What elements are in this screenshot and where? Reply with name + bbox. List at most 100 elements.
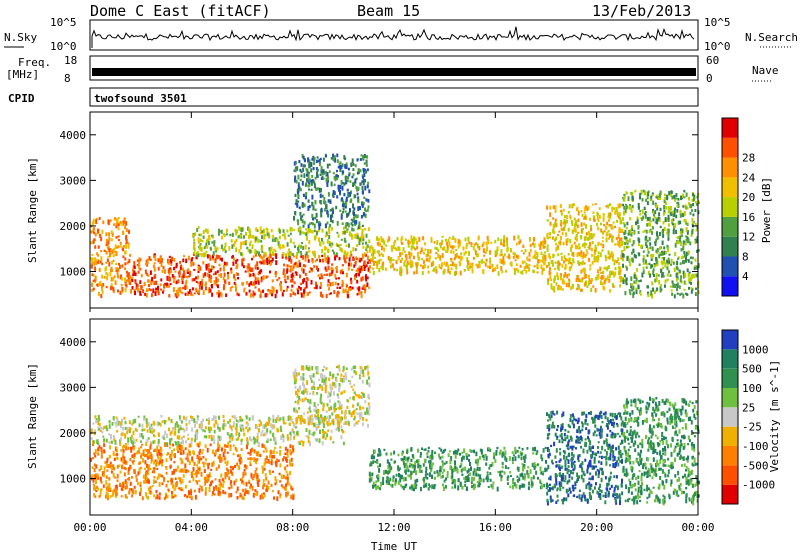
- data-cell: [94, 429, 97, 433]
- data-cell: [279, 493, 282, 496]
- data-cell: [639, 279, 642, 282]
- data-cell: [263, 494, 266, 498]
- data-cell: [230, 270, 233, 274]
- data-cell: [208, 474, 210, 478]
- data-cell: [160, 414, 163, 418]
- data-cell: [321, 259, 324, 263]
- data-cell: [259, 454, 262, 458]
- data-cell: [600, 228, 603, 233]
- data-cell: [306, 231, 309, 236]
- data-cell: [237, 235, 240, 239]
- data-cell: [232, 452, 235, 456]
- data-cell: [549, 236, 551, 239]
- data-cell: [321, 428, 324, 432]
- data-cell: [312, 217, 314, 221]
- data-cell: [230, 267, 233, 272]
- data-cell: [149, 258, 152, 261]
- data-cell: [559, 240, 562, 246]
- data-cell: [298, 395, 301, 400]
- data-cell: [592, 285, 595, 288]
- freq-tick-bottom: 8: [64, 72, 71, 85]
- data-cell: [628, 230, 631, 234]
- data-cell: [263, 483, 266, 487]
- data-cell: [564, 222, 567, 228]
- data-cell: [128, 229, 130, 234]
- data-cell: [296, 202, 299, 206]
- data-cell: [677, 235, 680, 239]
- data-cell: [289, 431, 292, 435]
- data-cell: [641, 217, 644, 221]
- data-cell: [291, 463, 294, 467]
- data-cell: [672, 261, 675, 265]
- data-cell: [216, 423, 219, 428]
- data-cell: [182, 439, 184, 445]
- data-cell: [148, 464, 151, 469]
- data-cell: [453, 257, 456, 261]
- data-cell: [526, 264, 529, 268]
- data-cell: [217, 290, 220, 293]
- data-cell: [247, 492, 250, 495]
- data-cell: [364, 275, 367, 280]
- data-cell: [414, 247, 417, 251]
- data-cell: [396, 237, 399, 241]
- data-cell: [404, 238, 407, 241]
- data-cell: [334, 157, 337, 163]
- data-cell: [178, 435, 181, 440]
- data-cell: [132, 462, 135, 465]
- data-cell: [354, 248, 357, 251]
- data-cell: [349, 379, 352, 385]
- data-cell: [582, 252, 585, 257]
- data-cell: [408, 255, 411, 260]
- data-cell: [275, 289, 278, 294]
- data-cell: [204, 252, 207, 257]
- data-cell: [382, 238, 385, 243]
- data-cell: [372, 267, 375, 271]
- data-cell: [163, 496, 166, 501]
- data-cell: [95, 420, 98, 424]
- data-cell: [215, 485, 218, 488]
- data-cell: [190, 291, 193, 296]
- data-cell: [319, 384, 321, 388]
- data-cell: [627, 232, 630, 236]
- data-cell: [324, 431, 327, 434]
- data-cell: [544, 256, 547, 261]
- data-cell: [339, 286, 341, 289]
- data-cell: [320, 420, 323, 424]
- data-cell: [286, 242, 289, 247]
- data-cell: [178, 415, 181, 420]
- data-cell: [245, 292, 248, 296]
- data-cell: [299, 168, 302, 172]
- data-cell: [307, 173, 310, 179]
- data-cell: [284, 280, 287, 284]
- data-cell: [554, 277, 556, 281]
- colorbar-swatch: [722, 157, 738, 178]
- data-cell: [560, 211, 563, 216]
- data-cell: [355, 421, 358, 425]
- data-cell: [219, 267, 222, 272]
- data-cell: [602, 217, 605, 222]
- data-cell: [652, 218, 655, 222]
- data-cell: [315, 409, 318, 414]
- data-cell: [330, 292, 332, 295]
- data-cell: [389, 260, 392, 264]
- data-cell: [362, 181, 365, 186]
- data-cell: [635, 274, 637, 279]
- data-cell: [274, 461, 277, 464]
- data-cell: [153, 476, 156, 479]
- data-cell: [358, 412, 361, 417]
- data-cell: [282, 486, 285, 489]
- data-cell: [317, 413, 319, 418]
- data-cell: [228, 434, 231, 438]
- data-cell: [293, 434, 296, 437]
- data-cell: [192, 253, 195, 256]
- data-cell: [292, 447, 295, 452]
- data-cell: [103, 443, 106, 447]
- data-cell: [158, 422, 161, 426]
- data-cell: [568, 266, 571, 272]
- data-cell: [506, 482, 509, 486]
- data-cell: [335, 277, 338, 280]
- data-cell: [499, 470, 502, 476]
- data-cell: [441, 239, 444, 243]
- data-cell: [394, 239, 397, 243]
- data-cell: [185, 423, 188, 427]
